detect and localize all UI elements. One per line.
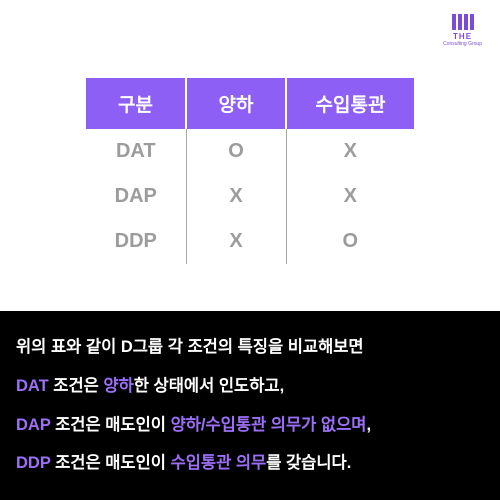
table-cell: X: [186, 174, 286, 219]
table-cell: DAT: [86, 129, 186, 174]
table-cell: O: [186, 129, 286, 174]
table-cell: X: [286, 129, 414, 174]
table-row: DDP X O: [86, 219, 414, 264]
desc-line: 위의 표와 같이 D그룹 각 조건의 특징을 비교해보면: [16, 335, 484, 360]
table-row: DAP X X: [86, 174, 414, 219]
description-panel: 위의 표와 같이 D그룹 각 조건의 특징을 비교해보면 DAT 조건은 양하한…: [0, 311, 500, 500]
table-cell: X: [186, 219, 286, 264]
logo-text-main: THE: [443, 32, 482, 41]
table-header: 구분: [86, 78, 186, 129]
highlight: 양하/수입통관 의무가 없으며: [171, 416, 367, 434]
table-cell: O: [286, 219, 414, 264]
highlight: 양하: [103, 377, 133, 395]
highlight: DAT: [16, 377, 49, 395]
logo-icon: [443, 14, 482, 30]
logo-text-sub: Consulting Group: [443, 41, 482, 47]
table-cell: X: [286, 174, 414, 219]
comparison-table: 구분 양하 수입통관 DAT O X DAP X X DDP X O: [86, 78, 414, 264]
highlight: 수입통관 의무: [171, 454, 267, 472]
table-header: 양하: [186, 78, 286, 129]
table-cell: DAP: [86, 174, 186, 219]
desc-line: DAP 조건은 매도인이 양하/수입통관 의무가 없으며,: [16, 413, 484, 438]
highlight: DAP: [16, 416, 51, 434]
table-cell: DDP: [86, 219, 186, 264]
highlight: DDP: [16, 454, 51, 472]
table-row: DAT O X: [86, 129, 414, 174]
desc-line: DDP 조건은 매도인이 수입통관 의무를 갖습니다.: [16, 451, 484, 476]
brand-logo: THE Consulting Group: [443, 14, 482, 47]
table-header: 수입통관: [286, 78, 414, 129]
desc-line: DAT 조건은 양하한 상태에서 인도하고,: [16, 374, 484, 399]
